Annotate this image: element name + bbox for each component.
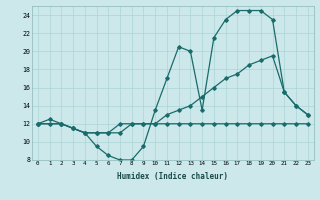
X-axis label: Humidex (Indice chaleur): Humidex (Indice chaleur) [117,172,228,181]
